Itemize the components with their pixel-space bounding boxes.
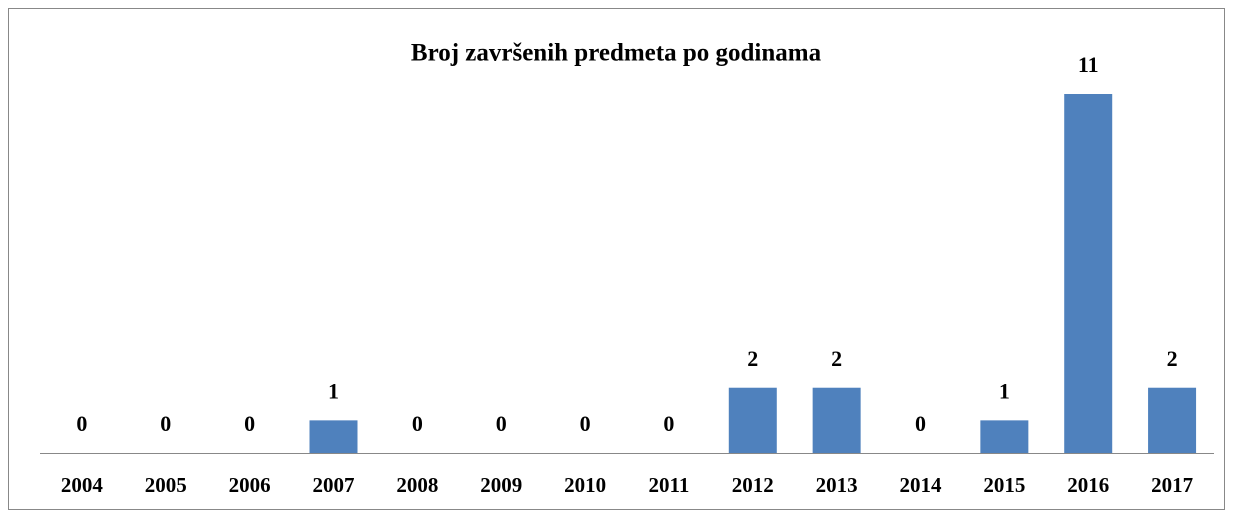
data-label: 0 [496,411,507,436]
x-tick-label: 2011 [649,473,690,497]
data-label: 0 [412,411,423,436]
data-label: 0 [76,411,87,436]
x-tick-label: 2004 [61,473,104,497]
x-tick-label: 2005 [145,473,187,497]
data-label: 0 [160,411,171,436]
x-tick-label: 2006 [229,473,271,497]
bar [1064,94,1113,453]
data-label: 0 [580,411,591,436]
x-tick-label: 2007 [313,473,355,497]
x-tick-label: 2010 [564,473,606,497]
data-label: 11 [1078,52,1099,77]
x-tick-label: 2012 [732,473,774,497]
bar [1148,387,1197,453]
data-label: 0 [915,411,926,436]
data-label: 2 [831,346,842,371]
bar [309,420,358,453]
x-tick-label: 2009 [480,473,522,497]
x-tick-label: 2008 [396,473,438,497]
chart-title: Broj završenih predmeta po godinama [411,40,822,67]
data-label: 1 [999,378,1010,403]
bar [812,387,861,453]
data-label: 0 [244,411,255,436]
x-tick-label: 2013 [816,473,858,497]
data-label: 1 [328,378,339,403]
x-tick-label: 2014 [900,473,943,497]
data-label: 2 [747,346,758,371]
x-tick-label: 2017 [1151,473,1193,497]
bar [728,387,777,453]
bar [980,420,1029,453]
data-label: 2 [1167,346,1178,371]
x-tick-label: 2015 [983,473,1025,497]
data-label: 0 [663,411,674,436]
x-tick-label: 2016 [1067,473,1109,497]
chart-border [8,8,1225,510]
